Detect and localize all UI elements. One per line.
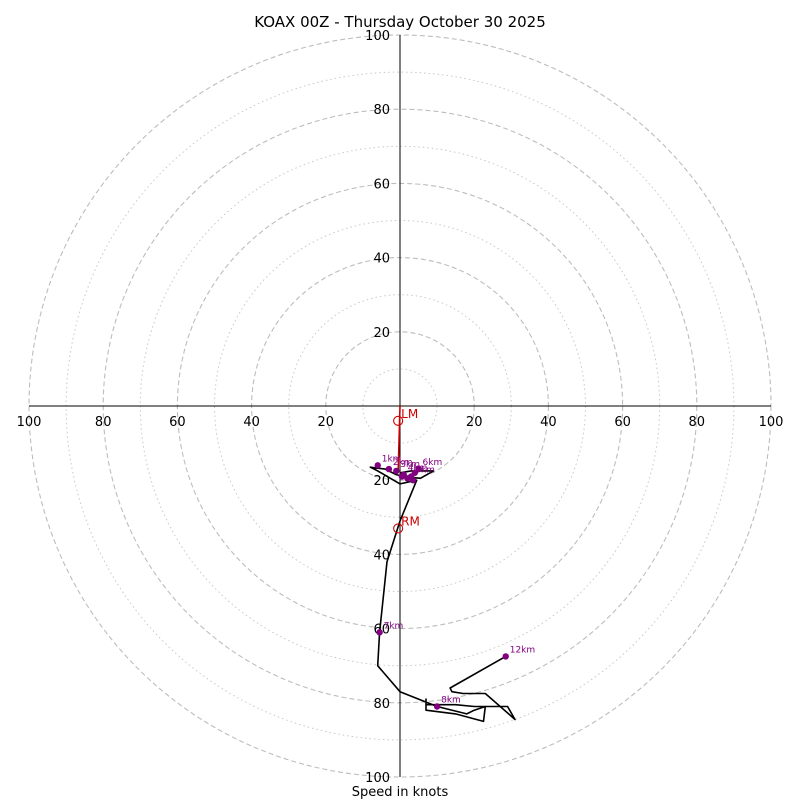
height-marker-point	[411, 469, 419, 476]
height-marker-point	[385, 465, 393, 473]
height-marker-point	[409, 477, 417, 484]
hodograph-trace	[369, 466, 516, 723]
storm-motion-vector	[397, 405, 401, 473]
storm-motion-markers: LM RM	[393, 407, 420, 534]
y-tick-label-bottom: 100	[365, 771, 390, 786]
y-tick-label-top: 80	[373, 103, 390, 118]
storm-motion-line	[397, 405, 401, 473]
height-marker-point	[376, 629, 383, 636]
x-axis-label: Speed in knots	[352, 785, 449, 800]
height-marker-point	[502, 653, 509, 660]
x-tick-label-left: 100	[17, 415, 42, 430]
x-tick-label-right: 20	[466, 415, 483, 430]
x-tick-label-left: 40	[243, 415, 260, 430]
height-markers: 1km2km3km4km5km6km7km8km12km	[374, 454, 535, 710]
y-tick-label-bottom: 40	[373, 548, 390, 563]
height-marker-label: 3km	[400, 460, 420, 470]
y-tick-label-top: 100	[365, 29, 390, 44]
height-marker-label: 7km	[384, 621, 404, 631]
storm-motion-label: RM	[401, 514, 420, 528]
chart-title: KOAX 00Z - Thursday October 30 2025	[254, 13, 546, 31]
height-marker-label: 12km	[510, 645, 535, 655]
x-tick-label-left: 80	[95, 415, 112, 430]
storm-motion-marker	[393, 523, 404, 534]
x-tick-label-right: 40	[540, 415, 557, 430]
x-tick-label-right: 80	[689, 415, 706, 430]
y-tick-label-bottom: 20	[373, 474, 390, 489]
height-marker-point	[433, 703, 441, 710]
height-marker-label: 1km	[382, 454, 402, 464]
y-tick-label-top: 60	[373, 177, 390, 192]
hodograph-line	[369, 466, 516, 723]
x-tick-label-left: 20	[318, 415, 335, 430]
y-tick-label-top: 40	[373, 252, 390, 267]
storm-motion-marker	[393, 415, 404, 426]
x-tick-label-right: 100	[759, 415, 784, 430]
height-marker-label: 2km	[393, 458, 413, 468]
height-marker-point	[393, 467, 400, 475]
x-tick-label-right: 60	[614, 415, 631, 430]
height-marker-point	[374, 462, 381, 469]
storm-motion-label: LM	[401, 407, 418, 421]
height-marker-label: 6km	[423, 458, 443, 468]
height-marker-label: 8km	[441, 696, 461, 706]
x-tick-label-left: 60	[169, 415, 186, 430]
height-marker-point	[398, 473, 406, 480]
y-tick-label-bottom: 80	[373, 697, 390, 712]
height-marker-label: 5km	[415, 465, 435, 475]
y-tick-label-top: 20	[373, 326, 390, 341]
height-marker-point	[404, 475, 411, 482]
